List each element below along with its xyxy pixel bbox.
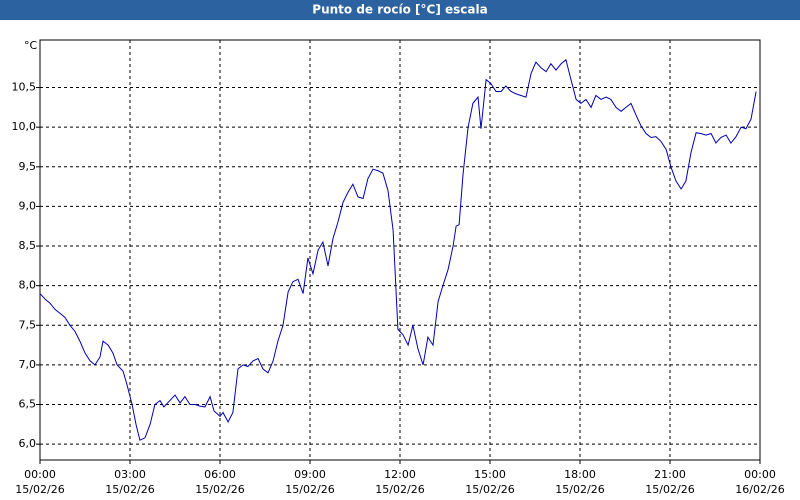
y-tick-label: 8,0 bbox=[19, 279, 37, 292]
series-line bbox=[39, 58, 757, 441]
x-tick-label: 15:00 bbox=[474, 468, 506, 481]
x-tick-label: 09:00 bbox=[294, 468, 326, 481]
y-tick-label: 6,0 bbox=[19, 437, 37, 450]
x-tick-date: 15/02/26 bbox=[15, 483, 64, 496]
x-tick-date: 15/02/26 bbox=[285, 483, 334, 496]
x-tick-label: 00:00 bbox=[744, 468, 776, 481]
y-tick-label: 7,5 bbox=[19, 318, 37, 331]
chart-title: Punto de rocío [°C] escala bbox=[312, 3, 487, 17]
y-unit: °C bbox=[24, 39, 38, 52]
x-tick-label: 00:00 bbox=[24, 468, 56, 481]
x-tick-label: 12:00 bbox=[384, 468, 416, 481]
x-tick-date: 15/02/26 bbox=[105, 483, 154, 496]
x-tick-label: 21:00 bbox=[654, 468, 686, 481]
x-tick-date: 15/02/26 bbox=[195, 483, 244, 496]
x-tick-label: 18:00 bbox=[564, 468, 596, 481]
x-tick-label: 06:00 bbox=[204, 468, 236, 481]
x-tick-date: 15/02/26 bbox=[465, 483, 514, 496]
x-tick-date: 15/02/26 bbox=[375, 483, 424, 496]
x-tick-date: 15/02/26 bbox=[645, 483, 694, 496]
y-tick-label: 9,5 bbox=[19, 160, 37, 173]
x-tick-date: 15/02/26 bbox=[555, 483, 604, 496]
x-tick-label: 03:00 bbox=[114, 468, 146, 481]
y-tick-label: 10,0 bbox=[12, 120, 37, 133]
y-tick-label: 7,0 bbox=[19, 358, 37, 371]
title-bar bbox=[0, 0, 800, 20]
y-tick-label: 8,5 bbox=[19, 239, 37, 252]
x-tick-date: 16/02/26 bbox=[735, 483, 784, 496]
y-tick-label: 10,5 bbox=[12, 81, 37, 94]
y-tick-label: 9,0 bbox=[19, 199, 37, 212]
y-tick-label: 6,5 bbox=[19, 398, 37, 411]
